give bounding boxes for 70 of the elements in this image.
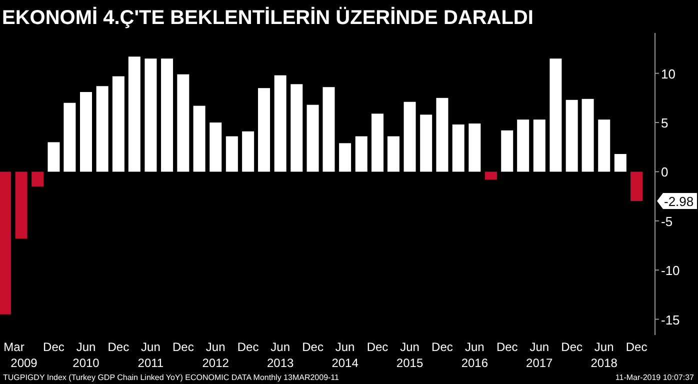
x-tick-label: Jun 2013 [266, 340, 294, 370]
bar [322, 87, 335, 172]
bar [614, 154, 626, 172]
bar [582, 98, 594, 172]
x-tick-label: Jun 2010 [72, 340, 100, 370]
bar [258, 88, 270, 172]
y-tick-label: -15 [661, 312, 680, 328]
bar [387, 136, 400, 172]
bar [0, 172, 11, 314]
bar [533, 120, 546, 172]
x-tick-label: Jun 2012 [202, 340, 230, 370]
bar [15, 172, 28, 239]
bar [306, 104, 319, 172]
text: TUGPIGDY Index (Turkey GDP Chain Linked YoY) ECONOMIC DATA Monthly 13MAR2009-11 [3, 373, 340, 382]
bar [355, 136, 368, 172]
bar [48, 142, 60, 172]
bar [566, 100, 578, 172]
x-tick-label: Dec [108, 340, 130, 354]
x-tick-label: Dec [302, 340, 324, 354]
bar [32, 172, 44, 186]
x-tick-label: Jun 2015 [396, 340, 424, 370]
bar [210, 122, 222, 172]
x-tick-label: Dec [496, 340, 518, 354]
annotation: -2.98 [664, 194, 694, 210]
text: 11-Mar-2019 10:07:37 [615, 373, 695, 382]
bar [501, 130, 514, 172]
x-tick-label: Jun 2016 [461, 340, 488, 370]
y-tick-label: 10 [661, 66, 676, 82]
x-tick-label: Mar 2009 [4, 340, 38, 370]
y-tick-label: 0 [661, 164, 668, 180]
bar [177, 74, 190, 172]
bar [290, 84, 303, 172]
chart-title: EKONOMİ 4.Ç'TE BEKLENTİLERİN ÜZERİNDE DARALDI [2, 6, 534, 29]
bar [226, 136, 238, 172]
bar [80, 92, 92, 172]
bar [128, 56, 140, 172]
bar [436, 98, 448, 172]
bar [96, 86, 108, 172]
x-tick-label: Dec [626, 340, 648, 354]
bar [193, 106, 206, 172]
bar [598, 120, 610, 172]
bar [339, 143, 352, 172]
bar [420, 114, 432, 172]
bar [452, 124, 464, 172]
x-tick-label: Jun 2014 [332, 340, 359, 370]
y-tick-label: 5 [661, 116, 668, 131]
bar [517, 120, 530, 172]
bar [404, 102, 416, 172]
bar [144, 58, 157, 172]
x-tick-label: Dec [172, 340, 194, 354]
bar [274, 75, 286, 172]
y-tick-label: -5 [661, 214, 673, 229]
bar [468, 124, 481, 172]
bar [484, 172, 497, 180]
x-tick-label: Dec [366, 340, 388, 354]
bar [550, 58, 562, 172]
x-tick-label: Jun 2011 [138, 340, 164, 370]
y-tick-label: -10 [661, 263, 680, 278]
x-tick-label: Dec [43, 340, 64, 354]
bar [242, 131, 254, 172]
x-tick-label: Dec [237, 340, 259, 354]
bar [161, 58, 174, 172]
x-tick-label: Dec [432, 340, 453, 354]
bar [64, 102, 76, 172]
bar [372, 114, 384, 172]
x-tick-label: Jun 2018 [590, 340, 618, 370]
bar [112, 76, 124, 172]
bar [630, 172, 643, 202]
x-tick-label: Dec [561, 340, 583, 354]
x-tick-label: Jun 2017 [526, 340, 554, 370]
